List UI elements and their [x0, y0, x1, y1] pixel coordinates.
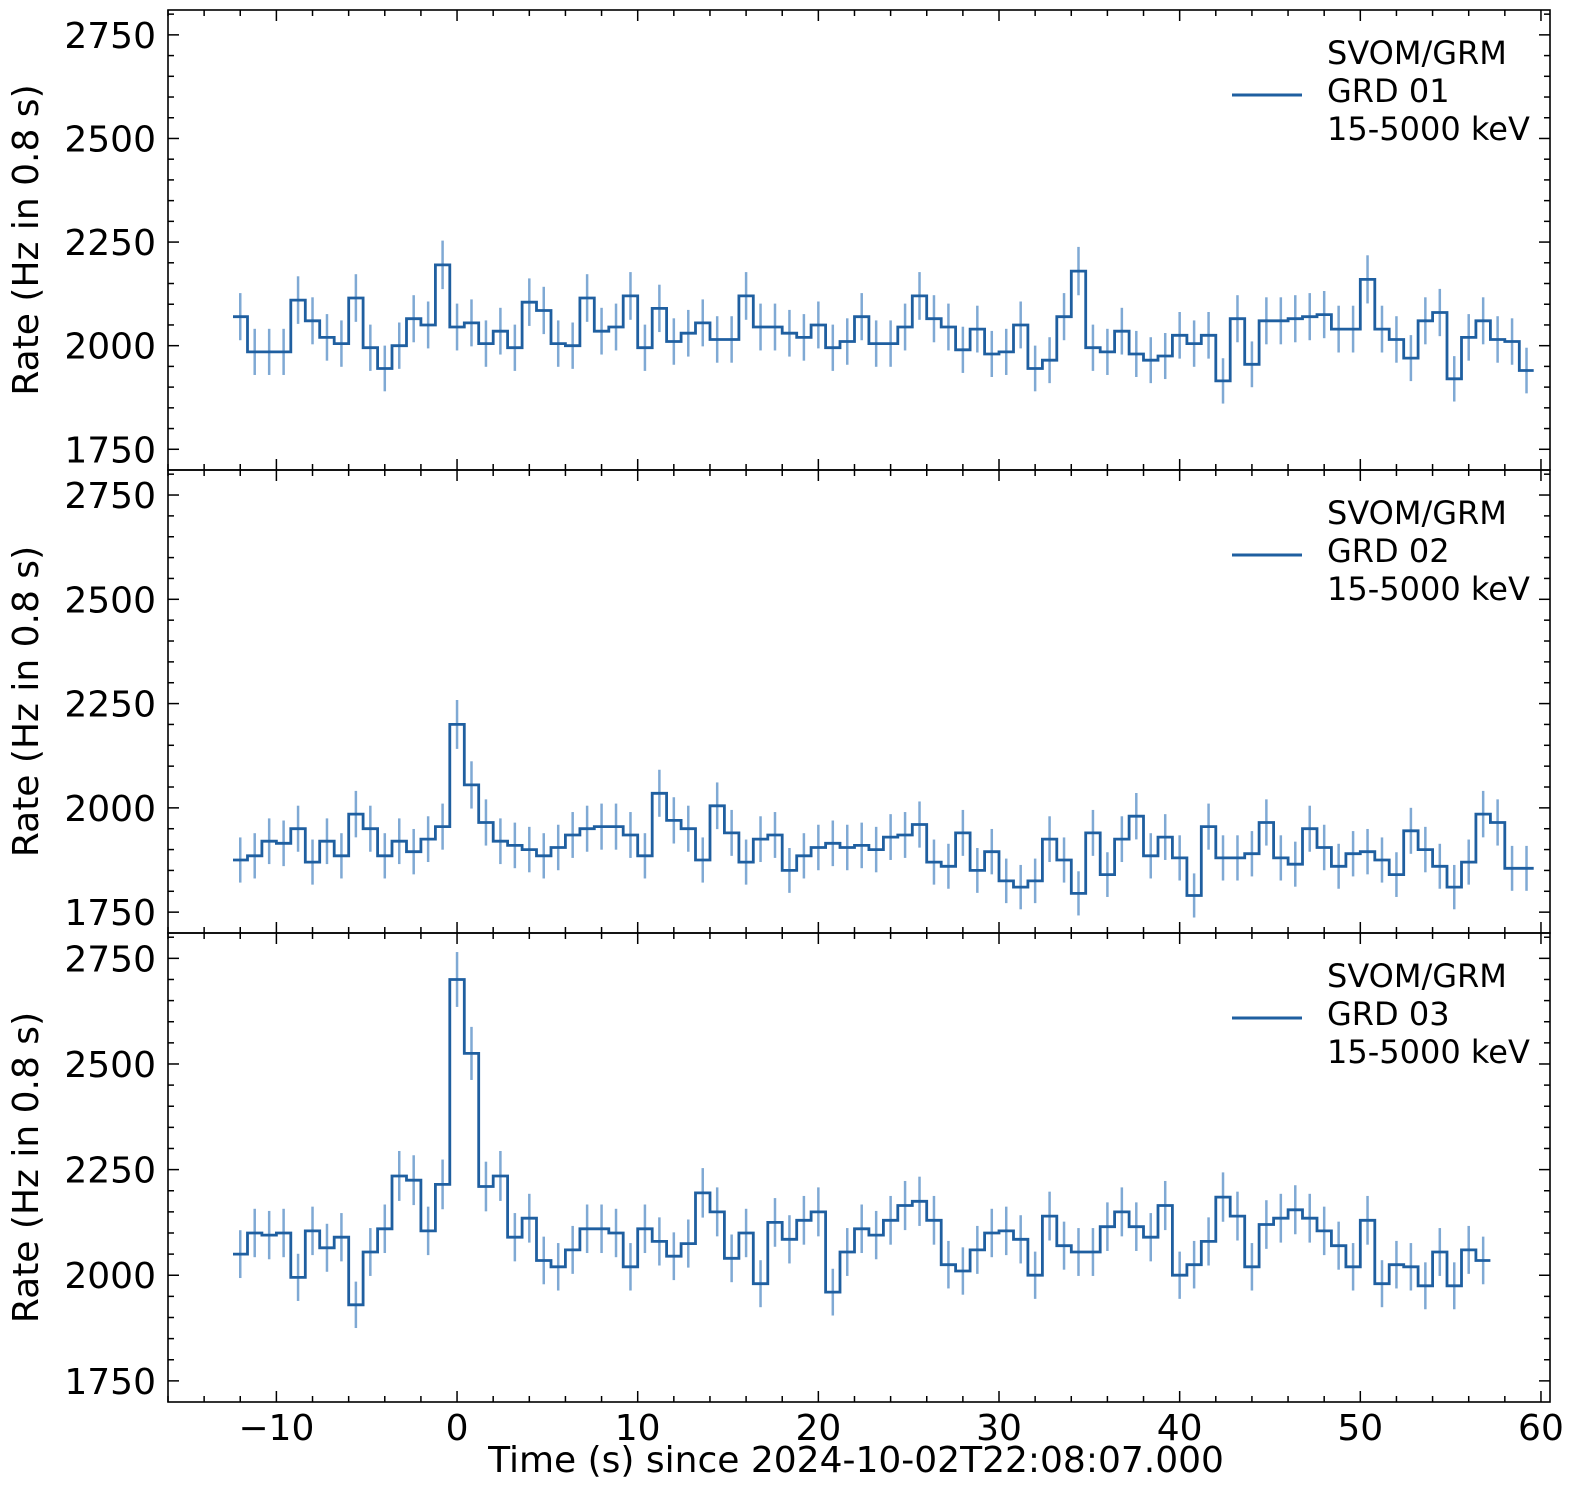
y-tick-label: 2500	[64, 1045, 156, 1086]
y-tick-label: 2250	[64, 1151, 156, 1192]
series-line	[233, 263, 1534, 383]
x-tick-label: 30	[976, 1408, 1022, 1449]
y-axis-label: Rate (Hz in 0.8 s)	[6, 1012, 47, 1323]
series-line	[233, 978, 1491, 1307]
legend-text-line: GRD 03	[1327, 995, 1450, 1033]
y-tick-label: 2250	[64, 223, 156, 264]
y-tick-label: 2750	[64, 939, 156, 980]
y-tick-label: 1750	[64, 1362, 156, 1403]
y-tick-label: 2000	[64, 327, 156, 368]
y-tick-label: 2500	[64, 580, 156, 621]
x-tick-label: 0	[446, 1408, 469, 1449]
x-tick-label: 50	[1337, 1408, 1383, 1449]
x-axis-label: Time (s) since 2024-10-02T22:08:07.000	[487, 1440, 1224, 1481]
panels: 1750 2000 2250 2500 2750 Rate (Hz in 0.8 s) SV…	[6, 9, 1564, 1449]
legend-text-line: SVOM/GRM	[1327, 34, 1507, 72]
legend-text-line: 15-5000 keV	[1327, 1033, 1530, 1071]
y-tick-label: 2250	[64, 685, 156, 726]
legend-text-line: 15-5000 keV	[1327, 570, 1530, 608]
y-tick-label: 1750	[64, 893, 156, 934]
y-axis-label: Rate (Hz in 0.8 s)	[6, 84, 47, 395]
y-tick-label: 2000	[64, 789, 156, 830]
legend-text-line: SVOM/GRM	[1327, 494, 1507, 532]
panel-1: 1750 2000 2250 2500 2750 Rate (Hz in 0.8 s) SV…	[6, 9, 1551, 471]
y-tick-label: 2750	[64, 476, 156, 517]
x-tick-label: 60	[1518, 1408, 1564, 1449]
y-tick-label: 2500	[64, 119, 156, 160]
panel-3: 1750 2000 2250 2500 2750 Rate (Hz in 0.8 s) SV…	[6, 932, 1551, 1403]
legend-text-line: GRD 01	[1327, 72, 1450, 110]
y-tick-label: 2000	[64, 1256, 156, 1297]
x-tick-label: 20	[795, 1408, 841, 1449]
legend-text-line: SVOM/GRM	[1327, 957, 1507, 995]
y-tick-label: 1750	[64, 430, 156, 471]
legend-text-line: 15-5000 keV	[1327, 110, 1530, 148]
x-tick-label: 40	[1157, 1408, 1203, 1449]
plot-frame	[167, 932, 1551, 1403]
legend-text-line: GRD 02	[1327, 532, 1450, 570]
y-tick-label: 2750	[64, 16, 156, 57]
series-line	[233, 723, 1534, 897]
panel-2: 1750 2000 2250 2500 2750 Rate (Hz in 0.8 s) SV…	[6, 469, 1551, 934]
x-tick-label: 10	[615, 1408, 661, 1449]
y-axis-label: Rate (Hz in 0.8 s)	[6, 546, 47, 857]
x-tick-label: −10	[238, 1408, 314, 1449]
